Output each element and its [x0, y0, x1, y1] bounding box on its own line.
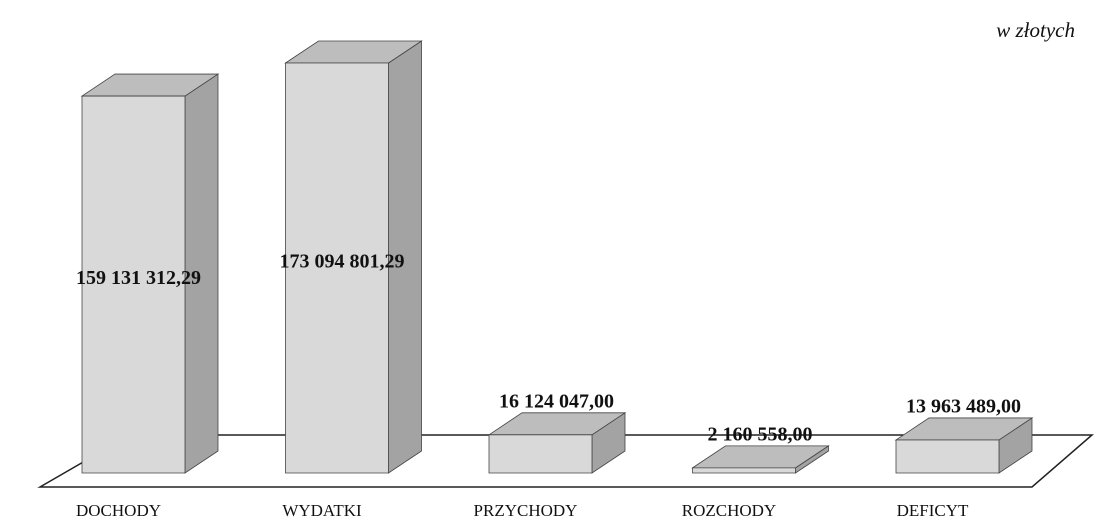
unit-note: w złotych [996, 18, 1075, 42]
bar [487, 412, 627, 474]
bar [80, 73, 220, 474]
category-label: PRZYCHODY [474, 501, 578, 520]
value-label: 13 963 489,00 [906, 396, 1021, 418]
category-label: DOCHODY [76, 501, 161, 520]
value-label: 173 094 801,29 [280, 251, 405, 273]
value-label: 159 131 312,29 [76, 267, 201, 289]
bar-front [81, 95, 186, 474]
bar [894, 417, 1034, 474]
value-label: 16 124 047,00 [499, 390, 614, 412]
bar-front [692, 467, 796, 474]
category-label: ROZCHODY [682, 501, 776, 520]
bar-front [895, 439, 1000, 474]
bar [284, 40, 423, 474]
value-label: 2 160 558,00 [708, 423, 813, 445]
category-label: WYDATKI [282, 501, 362, 520]
bar-front [488, 434, 593, 474]
bar [691, 445, 830, 474]
bar-front [285, 62, 389, 474]
category-label: DEFICYT [897, 501, 969, 520]
